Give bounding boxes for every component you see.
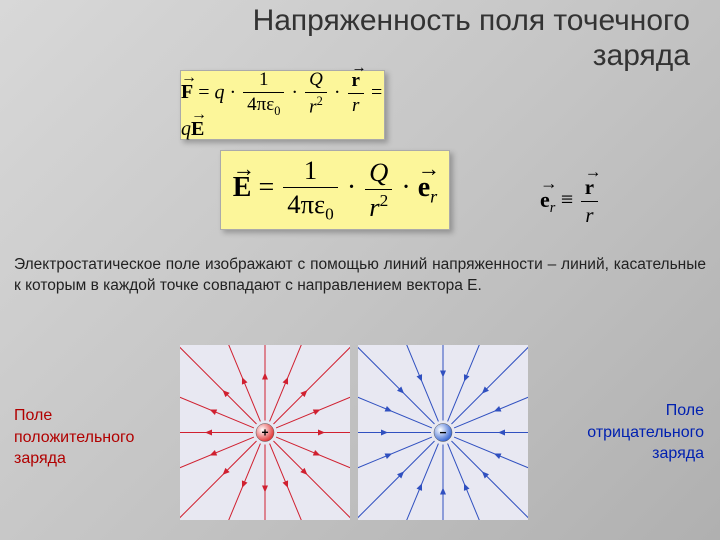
positive-field-diagram: + — [180, 345, 350, 520]
positive-field-label: Поле положительного заряда — [14, 405, 134, 470]
svg-text:+: + — [261, 426, 268, 440]
title-line1: Напряженность поля точечного — [253, 4, 690, 37]
svg-text:−: − — [439, 426, 446, 440]
unit-vector-def: er ≡ rr — [540, 175, 600, 228]
description-text: Электростатическое поле изображают с пом… — [14, 255, 706, 297]
formula-force: F = q · 14πε0 · Qr2 · rr = qE — [180, 70, 385, 140]
title-line2: заряда — [593, 39, 690, 72]
field-diagrams: + − — [180, 345, 528, 520]
formula-field: E = 14πε0 · Qr2 · er — [220, 150, 450, 230]
page-title: Напряженность поля точечного заряда — [253, 4, 690, 73]
negative-field-diagram: − — [358, 345, 528, 520]
negative-field-label: Поле отрицательного заряда — [587, 400, 704, 465]
